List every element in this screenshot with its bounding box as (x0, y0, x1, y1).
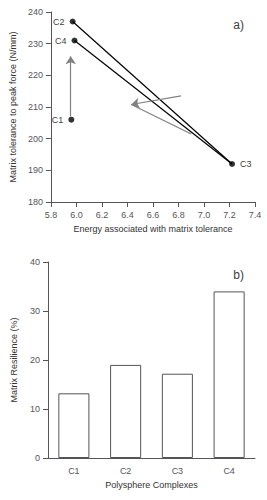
svg-text:6.6: 6.6 (147, 210, 160, 220)
svg-text:C4: C4 (223, 466, 235, 476)
svg-text:b): b) (233, 268, 244, 282)
svg-text:0: 0 (35, 453, 40, 463)
svg-text:C2: C2 (53, 17, 65, 27)
svg-text:5.8: 5.8 (45, 210, 58, 220)
svg-text:C1: C1 (52, 115, 64, 125)
svg-text:C1: C1 (68, 466, 80, 476)
svg-text:Polysphere Complexes: Polysphere Complexes (105, 480, 198, 490)
svg-text:7.0: 7.0 (198, 210, 211, 220)
svg-text:C3: C3 (240, 159, 252, 169)
svg-text:240: 240 (28, 7, 43, 17)
svg-text:C2: C2 (120, 466, 132, 476)
svg-text:230: 230 (28, 39, 43, 49)
svg-text:190: 190 (28, 165, 43, 175)
svg-text:Energy associated with matrix: Energy associated with matrix tolerance (73, 224, 232, 234)
svg-text:40: 40 (30, 257, 40, 267)
svg-text:a): a) (233, 18, 244, 32)
svg-text:6.2: 6.2 (96, 210, 109, 220)
svg-text:7.2: 7.2 (223, 210, 236, 220)
svg-text:6.4: 6.4 (121, 210, 134, 220)
svg-text:200: 200 (28, 134, 43, 144)
svg-text:220: 220 (28, 70, 43, 80)
svg-text:6.0: 6.0 (70, 210, 83, 220)
svg-text:C3: C3 (172, 466, 184, 476)
svg-text:C4: C4 (55, 36, 67, 46)
svg-text:20: 20 (30, 355, 40, 365)
svg-text:180: 180 (28, 197, 43, 207)
svg-text:7.4: 7.4 (249, 210, 262, 220)
svg-text:210: 210 (28, 102, 43, 112)
svg-text:Matrix Resilience (%): Matrix Resilience (%) (9, 317, 19, 402)
svg-text:10: 10 (30, 404, 40, 414)
svg-text:Matrix tolerance to peak force: Matrix tolerance to peak force (N/mm) (8, 31, 18, 182)
svg-text:6.8: 6.8 (172, 210, 185, 220)
svg-text:30: 30 (30, 306, 40, 316)
